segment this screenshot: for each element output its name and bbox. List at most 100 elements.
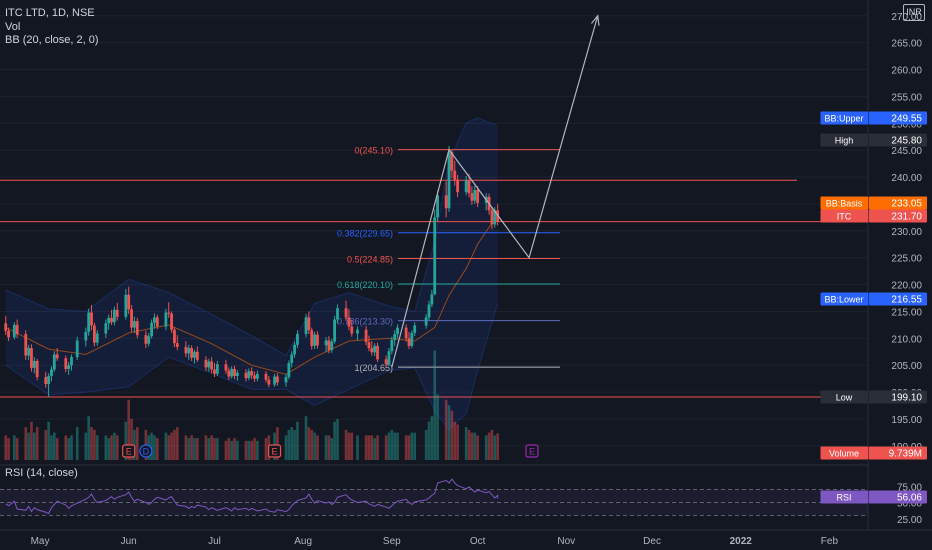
- rsi-tick-label: 75.00: [897, 482, 922, 493]
- volume-bar: [196, 438, 199, 460]
- volume-bar: [24, 427, 28, 460]
- candle-body: [70, 357, 73, 366]
- volume-bar: [90, 427, 93, 460]
- candle-body: [253, 375, 256, 379]
- volume-bar: [50, 435, 53, 460]
- price-tick-label: 245.00: [891, 146, 922, 157]
- candle-body: [144, 335, 148, 344]
- candle-body: [7, 330, 10, 338]
- rsi-legend[interactable]: RSI (14, close): [5, 467, 78, 479]
- price-label-value: 9.739M: [889, 449, 922, 460]
- candle-body: [184, 346, 188, 354]
- forecast-path[interactable]: [391, 14, 600, 368]
- volume-legend[interactable]: Vol: [5, 21, 21, 33]
- volume-bar: [256, 440, 259, 460]
- fib-level-label: 0(245.10): [354, 146, 393, 156]
- candle-body: [430, 294, 434, 305]
- candles: [4, 145, 500, 397]
- price-label-value-box: [869, 490, 927, 504]
- volume-bar: [470, 432, 474, 460]
- volume-bar: [130, 418, 133, 460]
- candle-body: [444, 195, 448, 209]
- volume-bar: [7, 438, 10, 460]
- candle-body: [333, 319, 337, 342]
- volume-bar: [373, 438, 376, 460]
- volume-bar: [115, 435, 119, 460]
- candle-body: [127, 294, 131, 310]
- candle-body: [55, 354, 59, 359]
- volume-bar: [113, 432, 116, 460]
- volume-bar: [333, 421, 336, 460]
- volume-bar: [224, 440, 228, 460]
- time-tick-label: May: [31, 536, 50, 547]
- price-label-value-box: [869, 133, 927, 147]
- candle-body: [133, 321, 136, 328]
- fib-level-label: 0.382(229.65): [337, 229, 393, 239]
- price-tick-label: 230.00: [891, 227, 922, 238]
- volume-bar: [427, 421, 431, 460]
- symbol-title[interactable]: ITC LTD, 1D, NSE: [5, 7, 95, 19]
- volume-bar: [487, 432, 491, 460]
- volume-bar: [316, 435, 319, 460]
- candle-body: [233, 368, 236, 376]
- price-tick-label: 240.00: [891, 173, 922, 184]
- candle-body: [75, 340, 79, 358]
- candle-body: [167, 312, 171, 314]
- candle-body: [384, 359, 388, 365]
- time-tick-label: Sep: [383, 536, 401, 547]
- candle-body: [476, 189, 480, 203]
- volume-bar: [447, 405, 451, 460]
- candle-body: [147, 336, 151, 344]
- price-tick-label: 250.00: [891, 119, 922, 130]
- volume-bar: [356, 435, 359, 460]
- price-label-name-box: [820, 490, 869, 504]
- price-label-value-box: [869, 209, 927, 223]
- volume-bar: [464, 427, 468, 460]
- candle-body: [453, 170, 457, 180]
- candle-body: [87, 312, 91, 332]
- volume-bar: [476, 435, 479, 460]
- fib-level-label: 0.5(224.85): [347, 255, 393, 265]
- volume-bar: [170, 432, 173, 460]
- candle-body: [396, 327, 399, 335]
- price-label-value: 233.05: [891, 199, 922, 210]
- volume-bar: [384, 435, 388, 460]
- candle-body: [304, 317, 308, 335]
- volume-bar: [407, 435, 411, 460]
- candle-body: [364, 329, 368, 343]
- price-label-name: BB:Upper: [824, 114, 863, 124]
- price-label-value-box: [869, 446, 927, 460]
- volume-bar: [450, 410, 454, 460]
- earnings-marker: [525, 444, 539, 458]
- fib-retracement[interactable]: 0(245.10) 0.382(229.65) 0.5(224.85) 0.618(2…: [337, 146, 560, 373]
- bb-legend[interactable]: BB (20, close, 2, 0): [5, 34, 99, 46]
- volume-bar: [313, 432, 316, 460]
- volume-bar: [33, 432, 36, 460]
- volume-bar: [456, 424, 459, 460]
- volume-bar: [47, 421, 50, 460]
- volume-bar: [13, 435, 16, 460]
- volume-bar: [330, 438, 334, 460]
- volume-bar: [55, 438, 59, 460]
- volume-bar: [350, 432, 354, 460]
- volume-bar: [393, 432, 396, 460]
- price-label-name-box: [820, 133, 869, 147]
- volume-bar: [64, 435, 68, 460]
- volume-bar: [307, 427, 311, 460]
- volume-bar: [404, 435, 408, 460]
- volume-bar: [173, 429, 176, 460]
- currency-button[interactable]: INR: [903, 4, 925, 21]
- price-label-name: ITC: [837, 212, 852, 222]
- dividend-marker: [139, 444, 153, 458]
- candle-body: [15, 324, 19, 335]
- candle-body: [44, 377, 48, 385]
- candle-body: [50, 369, 53, 376]
- volume-bar: [44, 429, 48, 460]
- time-axis[interactable]: May Jun Jul Aug Sep Oct Nov Dec 2022 Feb: [31, 536, 839, 547]
- candle-body: [150, 322, 153, 337]
- candle-body: [356, 329, 359, 334]
- time-tick-label: Nov: [557, 536, 575, 547]
- candle-body: [52, 354, 56, 370]
